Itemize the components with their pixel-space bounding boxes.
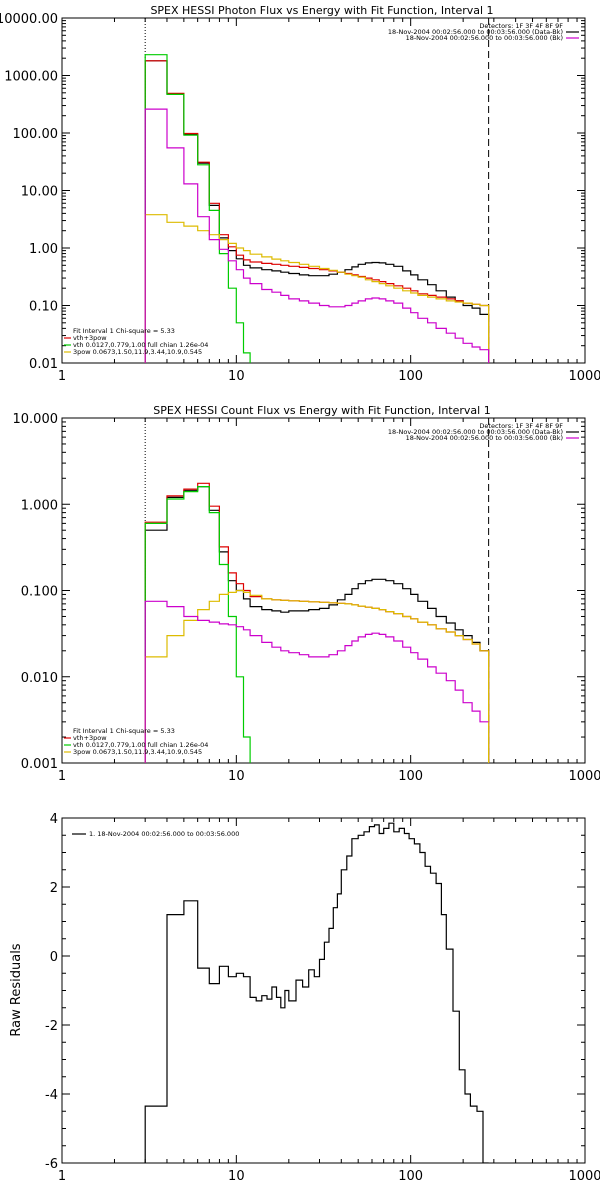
x-tick-label: 1 xyxy=(58,1169,66,1184)
y-tick-label: 1.00 xyxy=(29,242,58,257)
x-tick-label: 1000 xyxy=(568,1169,600,1184)
x-tick-label: 1000 xyxy=(568,369,600,384)
legend-entry: vth 0.0127,0.779,1.00 full chian 1.26e-0… xyxy=(73,341,208,349)
spectrum-series xyxy=(144,60,490,363)
y-tick-label: -2 xyxy=(45,1019,58,1034)
plot-frame xyxy=(61,417,586,764)
x-tick-label: 10 xyxy=(228,369,245,384)
y-tick-label: 0.001 xyxy=(21,757,58,772)
legend-entry: 3pow 0.0673,1.50,11.9,3.44,10.9,0.545 xyxy=(73,348,202,356)
spectrum-series xyxy=(144,60,490,363)
legend-entry: 18-Nov-2004 00:02:56.000 to 00:03:56.000… xyxy=(406,34,563,42)
y-tick-label: 1000.00 xyxy=(4,70,58,85)
spectrum-series xyxy=(144,54,251,363)
legend-entry: vth+3pow xyxy=(73,334,107,342)
y-tick-label: 0.100 xyxy=(21,585,58,600)
y-tick-label: 0.01 xyxy=(29,357,58,372)
panel-title: SPEX HESSI Count Flux vs Energy with Fit… xyxy=(153,404,490,417)
legend-entry: Detectors: 1F 3F 4F 8F 9F xyxy=(479,422,563,430)
x-tick-label: 100 xyxy=(398,1169,423,1184)
y-tick-label: 10.000 xyxy=(13,412,59,427)
plot-frame xyxy=(61,817,586,1164)
spectrum-series xyxy=(144,589,490,763)
y-tick-label: 100.00 xyxy=(13,127,59,142)
legend-entry: 18-Nov-2004 00:02:56.000 to 00:03:56.000… xyxy=(388,428,563,436)
spectrum-series xyxy=(144,600,489,763)
panel-title: SPEX HESSI Photon Flux vs Energy with Fi… xyxy=(150,4,493,17)
x-tick-label: 1 xyxy=(58,769,66,784)
legend-entry: Fit Interval 1 Chi-square = 5.33 xyxy=(73,727,175,735)
legend-entry: 18-Nov-2004 00:02:56.000 to 00:03:56.000… xyxy=(388,28,563,36)
y-tick-label: -4 xyxy=(45,1088,58,1103)
y-tick-label: -6 xyxy=(45,1157,58,1172)
y-tick-label: 10.00 xyxy=(21,185,58,200)
spectrum-series xyxy=(144,486,251,763)
residuals-panel: Raw Residuals 1 10 100 1000 -6 -4 -2 0 2 4 1. 18-N… xyxy=(9,812,600,1184)
x-tick-label: 10 xyxy=(228,1169,245,1184)
x-tick-label: 100 xyxy=(398,369,423,384)
legend-entry: vth+3pow xyxy=(73,734,107,742)
y-tick-label: 0 xyxy=(50,950,58,965)
legend-entry: 18-Nov-2004 00:02:56.000 to 00:03:56.000… xyxy=(406,434,563,442)
x-tick-label: 10 xyxy=(228,769,245,784)
y-tick-label: 4 xyxy=(50,812,58,827)
plot-data xyxy=(144,822,489,1163)
plot-frame xyxy=(61,17,586,364)
x-tick-label: 1000 xyxy=(568,769,600,784)
x-tick-label: 100 xyxy=(398,769,423,784)
spectrum-series xyxy=(144,108,490,363)
count-flux-panel: SPEX HESSI Count Flux vs Energy with Fit… xyxy=(13,404,600,784)
spectrum-series xyxy=(144,822,489,1163)
legend-entry: 3pow 0.0673,1.50,11.9,3.44,10.9,0.545 xyxy=(73,748,202,756)
legend-entry: 1. 18-Nov-2004 00:02:56.000 to 00:03:56.… xyxy=(89,830,239,838)
y-tick-label: 1.000 xyxy=(21,498,58,513)
spectrum-series xyxy=(144,486,490,763)
y-tick-label: 0.010 xyxy=(21,671,58,686)
photon-flux-panel: SPEX HESSI Photon Flux vs Energy with Fi… xyxy=(0,4,600,384)
legend-entry: Detectors: 1F 3F 4F 8F 9F xyxy=(479,22,563,30)
plot-data xyxy=(144,54,490,363)
y-tick-label: 2 xyxy=(50,881,58,896)
spectrum-series xyxy=(144,482,490,763)
legend-entry: Fit Interval 1 Chi-square = 5.33 xyxy=(73,327,175,335)
y-tick-label: 0.10 xyxy=(29,300,58,315)
y-tick-label: 10000.00 xyxy=(0,12,58,27)
x-tick-label: 1 xyxy=(58,369,66,384)
legend-entry: vth 0.0127,0.779,1.00 full chian 1.26e-0… xyxy=(73,741,208,749)
y-axis-label: Raw Residuals xyxy=(9,943,24,1036)
plot-data xyxy=(144,482,490,763)
spectrum-series xyxy=(144,214,490,363)
